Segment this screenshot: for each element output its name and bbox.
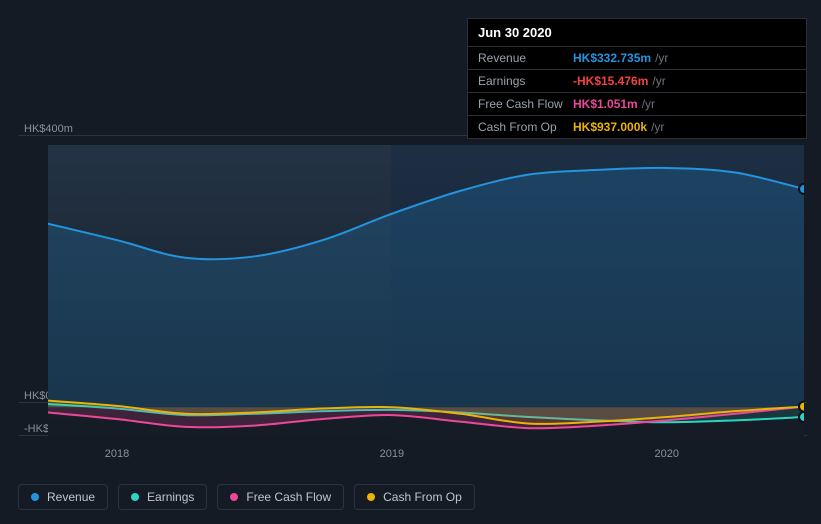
legend-dot-icon <box>367 493 375 501</box>
tooltip-row: Cash From Op HK$937.000k /yr <box>468 116 806 138</box>
legend-dot-icon <box>131 493 139 501</box>
financial-area-chart: { "chart": { "type": "area", "background… <box>0 0 821 524</box>
hover-tooltip: Jun 30 2020 Revenue HK$332.735m /yr Earn… <box>467 18 807 139</box>
legend-item-fcf[interactable]: Free Cash Flow <box>217 484 344 510</box>
x-tick-label: 2020 <box>655 448 679 460</box>
tooltip-row-suffix: /yr <box>655 51 668 65</box>
legend-label: Revenue <box>47 490 95 504</box>
legend: Revenue Earnings Free Cash Flow Cash Fro… <box>18 484 475 510</box>
legend-label: Cash From Op <box>383 490 462 504</box>
x-tick-label: 2018 <box>105 448 129 460</box>
chart-svg <box>48 145 804 440</box>
tooltip-row-label: Free Cash Flow <box>478 97 573 111</box>
x-tick-label: 2019 <box>380 448 404 460</box>
tooltip-row-label: Earnings <box>478 74 573 88</box>
tooltip-row-suffix: /yr <box>642 97 655 111</box>
legend-item-cfo[interactable]: Cash From Op <box>354 484 475 510</box>
tooltip-row: Revenue HK$332.735m /yr <box>468 47 806 70</box>
chart-plot-area[interactable] <box>48 145 804 440</box>
tooltip-row-label: Cash From Op <box>478 120 573 134</box>
legend-label: Free Cash Flow <box>246 490 331 504</box>
tooltip-row-value: HK$332.735m <box>573 51 651 65</box>
y-tick-label: HK$400m <box>24 123 73 135</box>
tooltip-row: Free Cash Flow HK$1.051m /yr <box>468 93 806 116</box>
tooltip-row-value: HK$1.051m <box>573 97 638 111</box>
legend-item-revenue[interactable]: Revenue <box>18 484 108 510</box>
tooltip-row-suffix: /yr <box>652 74 665 88</box>
tooltip-row-value: HK$937.000k <box>573 120 647 134</box>
tooltip-row-value: -HK$15.476m <box>573 74 648 88</box>
tooltip-row-label: Revenue <box>478 51 573 65</box>
tooltip-row: Earnings -HK$15.476m /yr <box>468 70 806 93</box>
tooltip-date: Jun 30 2020 <box>468 19 806 47</box>
legend-item-earnings[interactable]: Earnings <box>118 484 207 510</box>
legend-dot-icon <box>31 493 39 501</box>
legend-label: Earnings <box>147 490 194 504</box>
tooltip-row-suffix: /yr <box>651 120 664 134</box>
legend-dot-icon <box>230 493 238 501</box>
